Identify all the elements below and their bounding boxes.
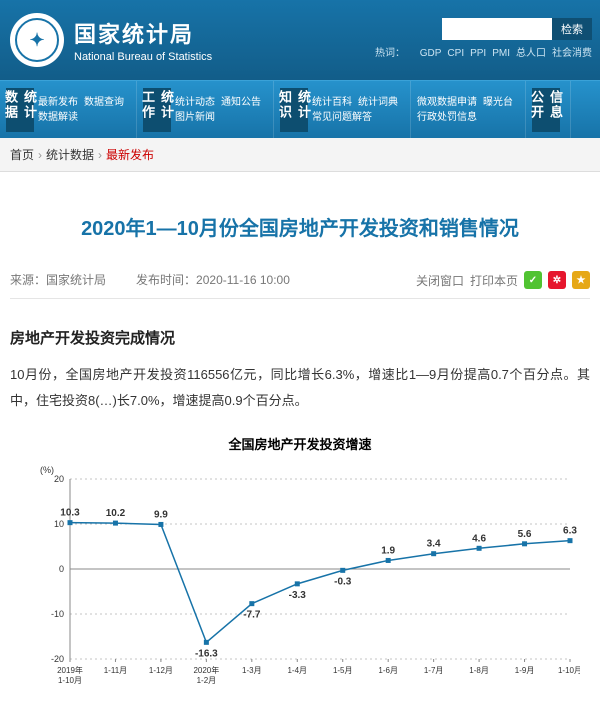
nav-link[interactable]: 数据解读 <box>38 110 78 125</box>
nav-link[interactable]: 常见问题解答 <box>312 110 372 125</box>
close-link[interactable]: 关闭窗口 <box>416 272 464 289</box>
svg-text:1-9月: 1-9月 <box>515 666 535 675</box>
svg-text:-0.3: -0.3 <box>334 576 352 587</box>
search-input[interactable] <box>442 18 552 40</box>
nav-block: 微观数据申请曝光台行政处罚信息 <box>411 81 526 138</box>
nav-link[interactable]: 曝光台 <box>483 95 513 110</box>
nav-block-icon: 统计工作 <box>143 88 171 132</box>
section-heading: 房地产开发投资完成情况 <box>10 327 590 348</box>
svg-text:1-7月: 1-7月 <box>424 666 444 675</box>
nav-link[interactable]: 通知公告 <box>221 95 261 110</box>
svg-text:10.3: 10.3 <box>60 508 80 519</box>
search-button[interactable]: 检索 <box>552 18 592 40</box>
svg-text:1-12月: 1-12月 <box>149 666 173 675</box>
nav-link[interactable]: 微观数据申请 <box>417 95 477 110</box>
svg-text:5.6: 5.6 <box>518 529 532 540</box>
svg-text:1-8月: 1-8月 <box>469 666 489 675</box>
svg-text:3.4: 3.4 <box>427 539 441 550</box>
svg-text:4.6: 4.6 <box>472 533 486 544</box>
nav-link[interactable]: 图片新闻 <box>175 110 215 125</box>
svg-text:-7.7: -7.7 <box>243 610 261 621</box>
svg-text:-3.3: -3.3 <box>289 590 307 601</box>
nav-block-icon: 统计数据 <box>6 88 34 132</box>
svg-text:10.2: 10.2 <box>106 508 126 519</box>
print-link[interactable]: 打印本页 <box>470 272 518 289</box>
wechat-icon[interactable]: ✓ <box>524 271 542 289</box>
svg-text:10: 10 <box>54 519 64 529</box>
nav-block: 信息公开 <box>526 81 571 138</box>
nav-link[interactable]: 行政处罚信息 <box>417 110 477 125</box>
breadcrumb-item: 最新发布 <box>106 148 154 162</box>
nav-block-icon: 信息公开 <box>532 88 560 132</box>
svg-text:1-10月: 1-10月 <box>58 676 82 685</box>
chart-svg: -20-1001020(%)2019年1-10月1-11月1-12月2020年1… <box>20 459 580 709</box>
svg-text:1-11月: 1-11月 <box>104 666 127 675</box>
svg-text:2020年: 2020年 <box>193 665 219 675</box>
hotword[interactable]: 总人口 <box>516 48 546 59</box>
article-source: 来源：国家统计局 <box>10 271 106 288</box>
logo-badge: ✦ <box>10 13 64 67</box>
nav-link[interactable]: 统计动态 <box>175 95 215 110</box>
breadcrumb-item[interactable]: 统计数据 <box>46 148 94 162</box>
svg-text:20: 20 <box>54 474 64 484</box>
hot-label: 热词： <box>375 48 405 59</box>
article-time: 发布时间：2020-11-16 10:00 <box>136 271 290 288</box>
hotword[interactable]: 社会消费 <box>552 48 592 59</box>
nav-block: 统计数据最新发布数据查询数据解读 <box>0 81 137 138</box>
nav-block: 统计工作统计动态通知公告图片新闻 <box>137 81 274 138</box>
main-nav: 统计数据最新发布数据查询数据解读统计工作统计动态通知公告图片新闻统计知识统计百科… <box>0 80 600 138</box>
hotword[interactable]: CPI <box>447 48 464 59</box>
nav-block: 统计知识统计百科统计词典常见问题解答 <box>274 81 411 138</box>
article-body: 10月份，全国房地产开发投资116556亿元，同比增长6.3%，增速比1—9月份… <box>10 362 590 414</box>
svg-text:1-5月: 1-5月 <box>333 666 353 675</box>
svg-text:-16.3: -16.3 <box>195 648 218 659</box>
breadcrumb-item[interactable]: 首页 <box>10 148 34 162</box>
nav-block-icon: 统计知识 <box>280 88 308 132</box>
svg-text:6.3: 6.3 <box>563 526 577 537</box>
nav-link[interactable]: 统计词典 <box>358 95 398 110</box>
svg-text:(%): (%) <box>40 465 54 475</box>
weibo-icon[interactable]: ✲ <box>548 271 566 289</box>
nav-link[interactable]: 统计百科 <box>312 95 352 110</box>
svg-text:1-4月: 1-4月 <box>287 666 307 675</box>
site-title-en: National Bureau of Statistics <box>74 51 212 63</box>
hot-words: 热词： GDP CPI PPI PMI 总人口社会消费 <box>369 44 592 59</box>
article: 2020年1—10月份全国房地产开发投资和销售情况 来源：国家统计局 发布时间：… <box>0 172 600 709</box>
site-title-cn: 国家统计局 <box>74 17 212 49</box>
svg-text:9.9: 9.9 <box>154 509 168 520</box>
svg-text:1.9: 1.9 <box>381 545 395 556</box>
svg-text:-20: -20 <box>51 654 64 664</box>
chart-title: 全国房地产开发投资增速 <box>20 434 580 453</box>
site-title: 国家统计局 National Bureau of Statistics <box>74 17 212 63</box>
article-title: 2020年1—10月份全国房地产开发投资和销售情况 <box>10 212 590 241</box>
svg-text:1-2月: 1-2月 <box>197 676 217 685</box>
hotword[interactable]: GDP <box>420 48 442 59</box>
nav-link[interactable]: 最新发布 <box>38 95 78 110</box>
svg-text:1-6月: 1-6月 <box>378 666 398 675</box>
logo-icon: ✦ <box>15 18 59 62</box>
share-icon[interactable]: ★ <box>572 271 590 289</box>
breadcrumb: 首页›统计数据›最新发布 <box>0 138 600 172</box>
nav-link[interactable]: 数据查询 <box>84 95 124 110</box>
hotword[interactable]: PPI <box>470 48 486 59</box>
svg-text:1-10月: 1-10月 <box>558 666 580 675</box>
site-header: ✦ 国家统计局 National Bureau of Statistics 检索… <box>0 0 600 80</box>
search-box: 检索 <box>442 18 592 40</box>
svg-text:2019年: 2019年 <box>57 665 83 675</box>
svg-text:1-3月: 1-3月 <box>242 666 262 675</box>
svg-text:-10: -10 <box>51 609 64 619</box>
article-meta: 来源：国家统计局 发布时间：2020-11-16 10:00 关闭窗口 打印本页… <box>10 271 590 299</box>
chart-container: 全国房地产开发投资增速 -20-1001020(%)2019年1-10月1-11… <box>20 434 580 709</box>
svg-text:0: 0 <box>59 564 64 574</box>
hotword[interactable]: PMI <box>492 48 510 59</box>
